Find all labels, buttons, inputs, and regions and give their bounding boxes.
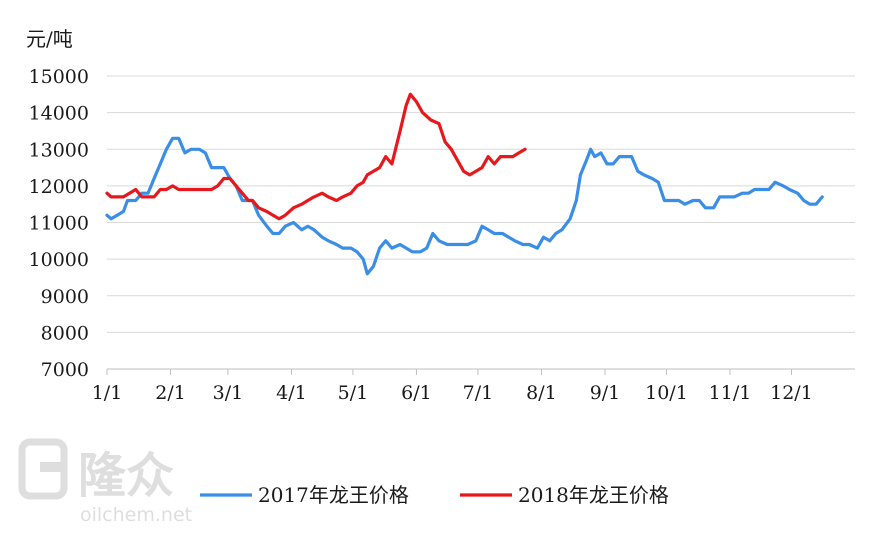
x-tick-label: 10/1 (645, 382, 688, 404)
legend-label-2: 2018年龙王价格 (518, 483, 669, 507)
y-tick-label: 12000 (29, 176, 89, 198)
y-axis-unit-label: 元/吨 (26, 27, 73, 51)
x-tick-label: 2/1 (155, 382, 186, 404)
x-tick-label: 11/1 (709, 382, 752, 404)
y-tick-label: 8000 (41, 322, 89, 344)
series-line-2 (105, 92, 527, 221)
y-tick-label: 7000 (41, 359, 89, 381)
y-axis-tick-labels: 7000 8000 9000 10000 11000 12000 13000 14000 150… (29, 66, 89, 381)
y-tick-label: 15000 (29, 66, 89, 88)
watermark-logo: 隆众 oilchem.net (18, 438, 192, 526)
series-line-1 (105, 136, 824, 276)
x-tick-label: 8/1 (526, 382, 557, 404)
y-tick-label: 14000 (29, 103, 89, 125)
series-lines (105, 92, 824, 276)
watermark-site: oilchem.net (80, 504, 192, 526)
y-tick-label: 9000 (41, 286, 89, 308)
legend-label-1: 2017年龙王价格 (258, 483, 409, 507)
x-tick-label: 6/1 (401, 382, 432, 404)
y-tick-label: 10000 (29, 249, 89, 271)
x-tick-label: 12/1 (770, 382, 813, 404)
grid-lines (107, 75, 855, 370)
x-tick-label: 4/1 (276, 382, 307, 404)
x-tick-label: 1/1 (92, 382, 123, 404)
x-axis-tick-labels: 1/1 2/1 3/1 4/1 5/1 6/1 7/1 8/1 9/1 10/1 11/1 12/1 (92, 369, 813, 404)
watermark-logo-mark (18, 438, 68, 500)
y-tick-label: 11000 (29, 213, 89, 235)
y-tick-label: 13000 (29, 139, 89, 161)
legend: 2017年龙王价格 2018年龙王价格 (200, 483, 669, 507)
x-tick-label: 5/1 (338, 382, 369, 404)
watermark-brand: 隆众 (78, 448, 174, 504)
x-tick-label: 3/1 (213, 382, 244, 404)
x-tick-label: 7/1 (463, 382, 494, 404)
x-tick-label: 9/1 (590, 382, 621, 404)
